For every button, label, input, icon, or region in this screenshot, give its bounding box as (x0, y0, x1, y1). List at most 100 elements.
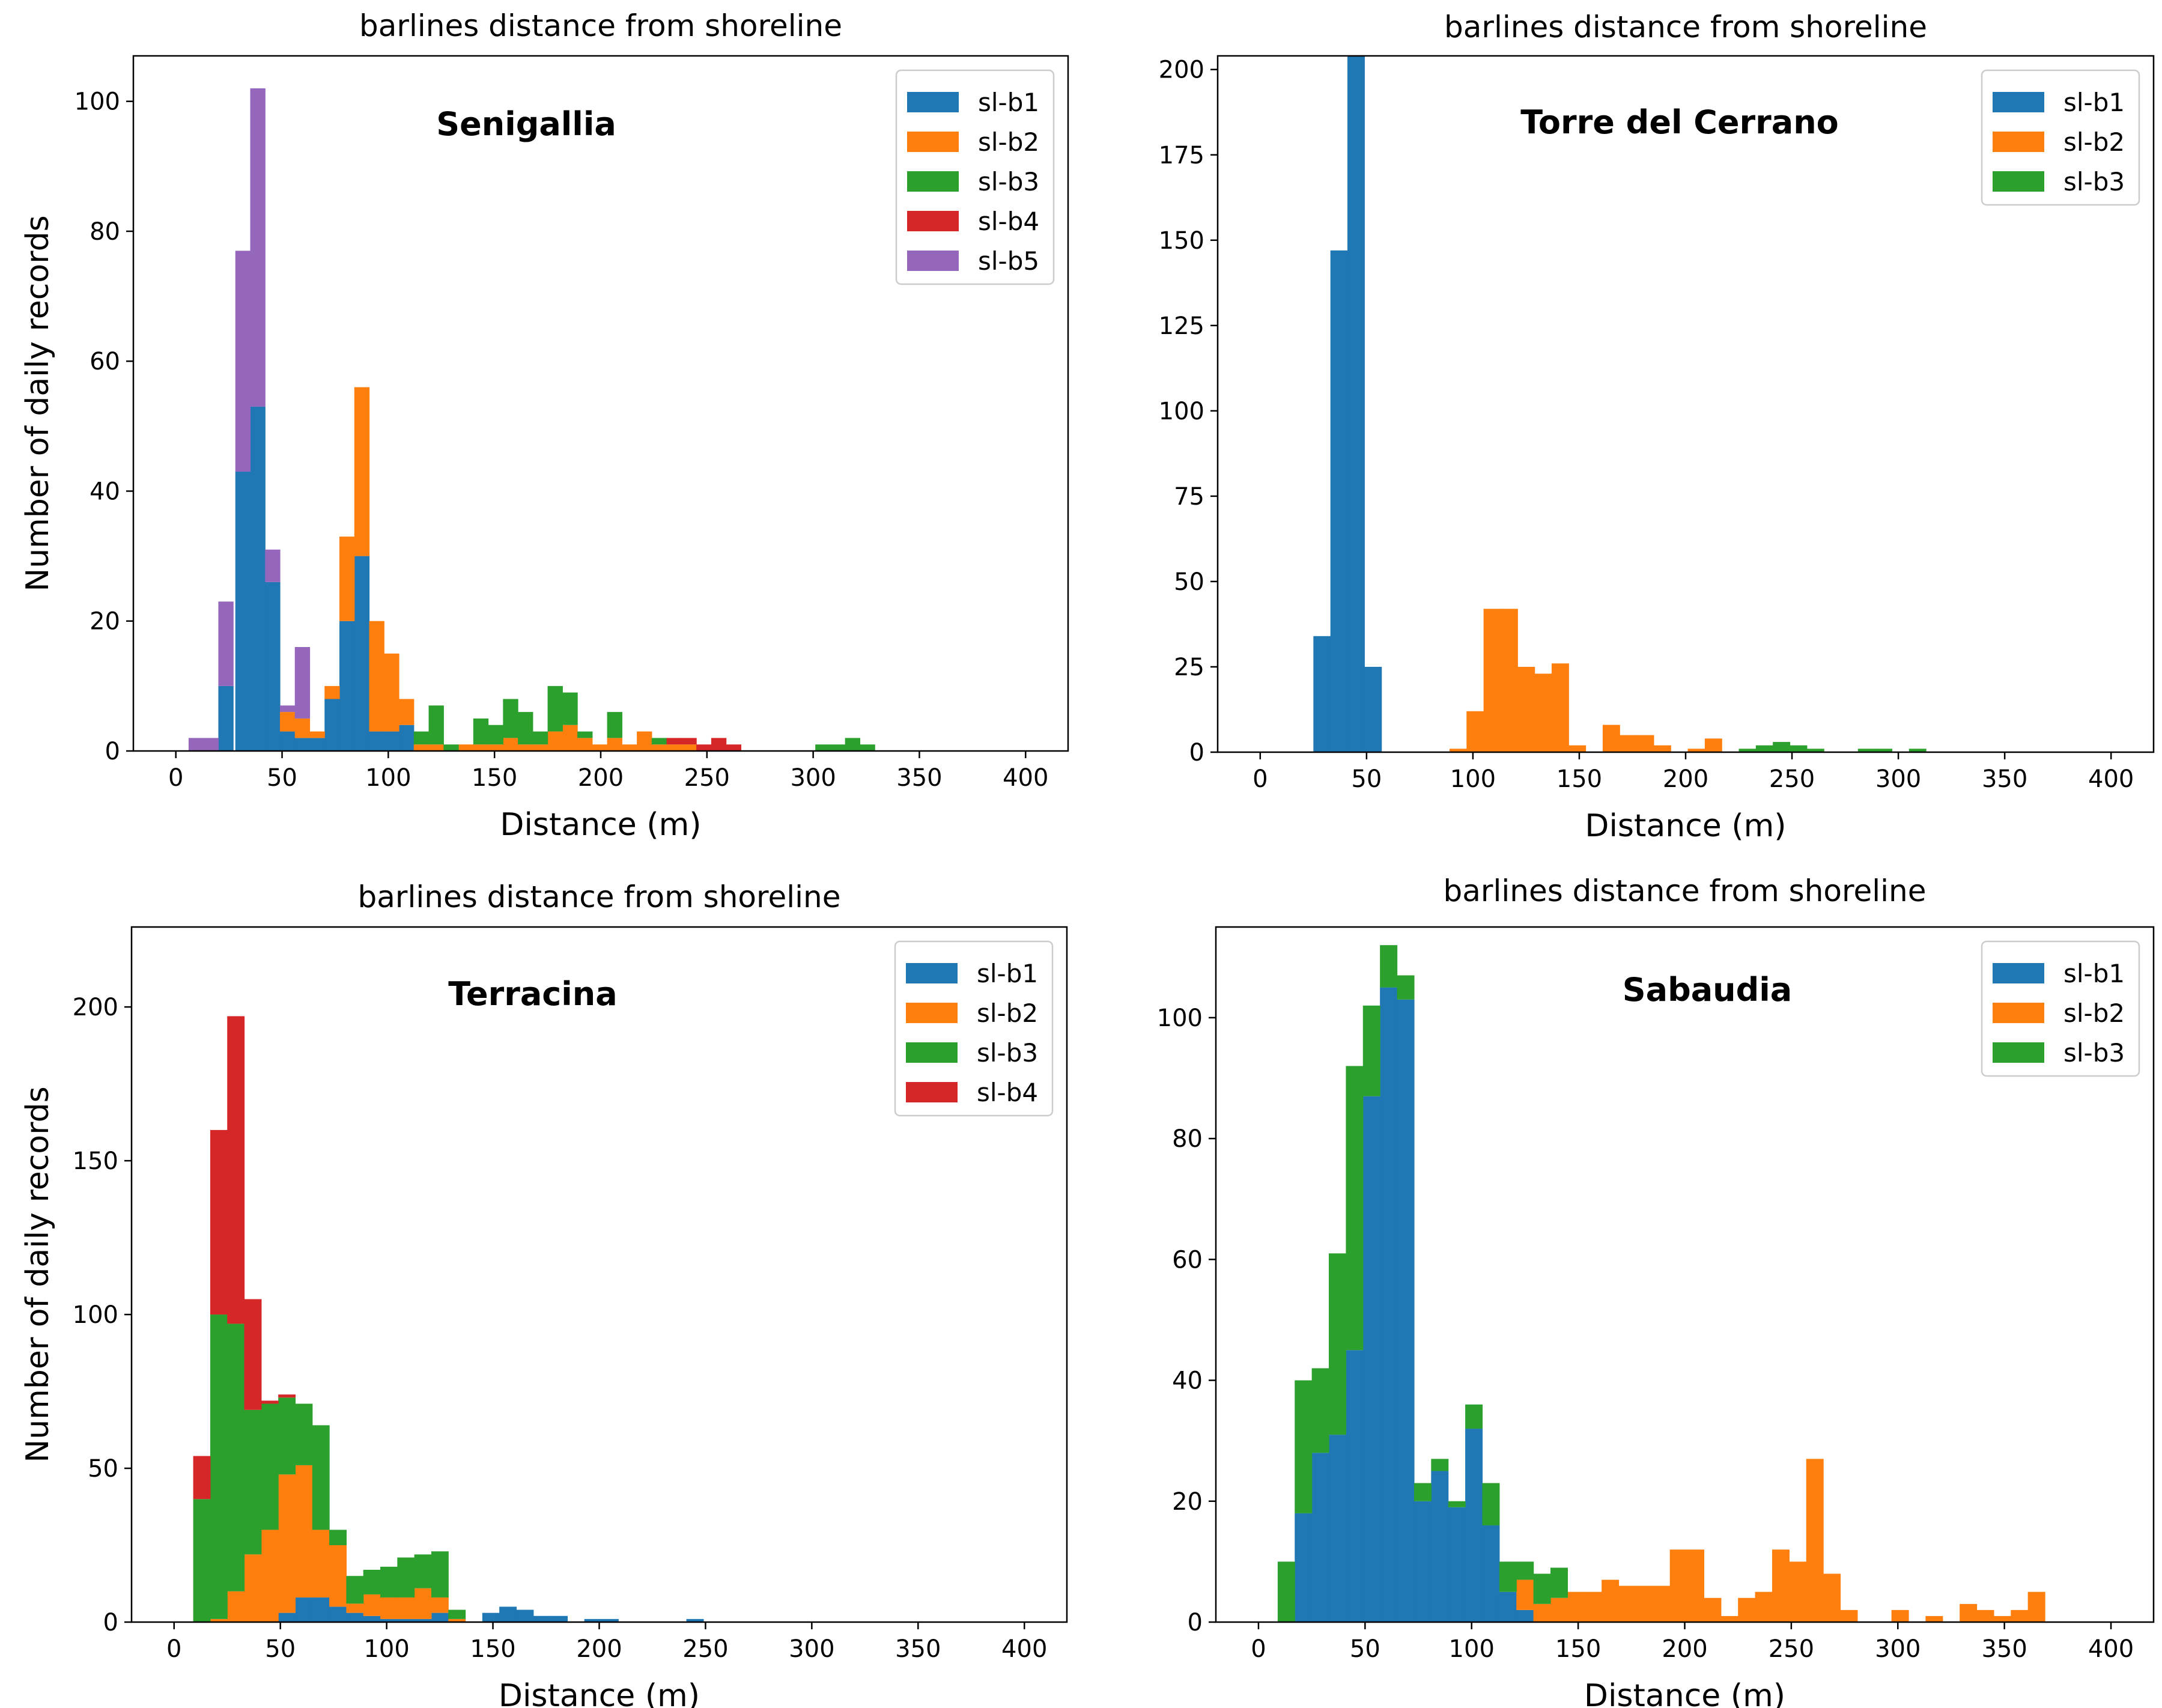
bar-sl-b3-25 (227, 1324, 245, 1591)
x-tick-label: 250 (1769, 765, 1815, 793)
bar-sl-b2-353 (2011, 1609, 2029, 1622)
legend: sl-b1 sl-b2 sl-b3 sl-b4 sl-b5 (895, 69, 1055, 285)
legend-label-sl-b3: sl-b3 (2063, 1038, 2125, 1068)
bar-sl-b1-153 (499, 1606, 517, 1622)
y-tick-label: 80 (90, 218, 120, 246)
legend-label-sl-b4: sl-b4 (978, 207, 1039, 236)
bar-sl-b2-217 (637, 731, 652, 751)
legend-swatch-sl-b3 (906, 1042, 958, 1063)
bar-sl-b1-177 (550, 1615, 568, 1622)
legend-swatch-sl-b4 (907, 211, 959, 231)
bar-sl-b2-41 (261, 1530, 279, 1622)
x-axis-label: Distance (m) (1585, 808, 1786, 844)
x-tick-label: 50 (267, 764, 297, 792)
legend-swatch-sl-b2 (1993, 132, 2044, 152)
bar-sl-b4-41 (261, 1400, 279, 1404)
bar-sl-b4-231 (666, 738, 682, 745)
bar-sl-b2-119 (428, 744, 444, 751)
site-annotation: Senigallia (436, 105, 616, 143)
bar-sl-b2-224 (651, 744, 667, 751)
bar-sl-b2-225 (1738, 1597, 1756, 1622)
bar-sl-b2-105 (399, 699, 414, 725)
bar-sl-b2-140 (473, 744, 489, 751)
bar-sl-b2-313 (1925, 1615, 1943, 1622)
chart-panel-1: 0 50 100 150 200 250 300 350 400 0 20 40 60 80 100 barl… (20, 8, 1069, 843)
y-tick-label: 100 (73, 1301, 118, 1329)
legend: sl-b1 sl-b2 sl-b3 sl-b4 (894, 940, 1054, 1117)
legend-label-sl-b4: sl-b4 (977, 1078, 1038, 1107)
x-tick-label: 300 (1875, 765, 1921, 793)
y-tick-label: 40 (1172, 1367, 1203, 1395)
legend-swatch-sl-b1 (1993, 963, 2044, 983)
bar-sl-b2-133 (458, 744, 474, 751)
legend-swatch-sl-b1 (1993, 92, 2044, 112)
bar-sl-b3-17 (1295, 1380, 1313, 1513)
bar-sl-b2-161 (1602, 725, 1620, 752)
bar-sl-b1-89 (363, 1615, 381, 1622)
bar-sl-b1-57 (1380, 987, 1398, 1622)
bar-sl-b2-81 (346, 1603, 364, 1613)
site-annotation: Sabaudia (1623, 971, 1792, 1009)
bar-sl-b3-129 (1533, 1573, 1551, 1604)
bar-sl-b1-105 (397, 1618, 415, 1622)
x-axis-label: Distance (m) (499, 1678, 700, 1708)
bar-sl-b3-57 (295, 1403, 313, 1465)
legend-swatch-sl-b5 (907, 251, 959, 271)
bar-sl-b1-41 (1347, 56, 1365, 752)
legend-swatch-sl-b2 (907, 132, 959, 152)
bar-sl-b2-175 (547, 731, 563, 751)
bar-sl-b3-97 (1465, 1404, 1483, 1429)
bar-sl-b2-129 (1534, 673, 1552, 752)
x-tick-label: 100 (365, 764, 411, 792)
x-tick-label: 350 (896, 764, 942, 792)
x-tick-label: 400 (1001, 1635, 1047, 1663)
bar-sl-b2-329 (1960, 1603, 1978, 1622)
bar-sl-b2-105 (397, 1597, 415, 1619)
bar-sl-b3-9 (1277, 1561, 1295, 1622)
bar-sl-b3-73 (1413, 1483, 1432, 1501)
bar-sl-b3-322 (860, 744, 875, 751)
legend-swatch-sl-b2 (1993, 1003, 2044, 1023)
bar-sl-b2-249 (1789, 1561, 1807, 1622)
x-tick-label: 250 (1769, 1635, 1814, 1663)
bar-sl-b3-154 (503, 699, 518, 738)
legend-swatch-sl-b3 (907, 171, 959, 192)
bar-sl-b3-203 (607, 712, 622, 738)
legend-swatch-sl-b4 (906, 1082, 958, 1102)
bar-sl-b1-77 (339, 621, 355, 751)
legend: sl-b1 sl-b2 sl-b3 (1981, 940, 2140, 1077)
chart-title: barlines distance from shoreline (358, 880, 841, 914)
bar-sl-b2-97 (1466, 711, 1484, 752)
x-tick-label: 100 (363, 1635, 409, 1663)
bar-sl-b3-305 (1908, 749, 1927, 752)
bar-sl-b1-73 (329, 1606, 347, 1622)
bar-sl-b2-169 (1618, 1585, 1636, 1622)
bar-sl-b5-49 (280, 705, 296, 713)
chart-title: barlines distance from shoreline (1444, 874, 1927, 908)
y-tick-label: 150 (1159, 227, 1204, 255)
bar-sl-b3-65 (1397, 975, 1415, 1000)
bar-sl-b2-161 (1602, 1579, 1620, 1622)
x-tick-label: 400 (1003, 764, 1048, 792)
y-tick-label: 50 (1174, 568, 1204, 596)
legend-label-sl-b3: sl-b3 (978, 167, 1039, 196)
legend-label-sl-b3: sl-b3 (977, 1038, 1038, 1068)
bar-sl-b1-201 (601, 1618, 619, 1622)
bar-sl-b4-259 (726, 744, 741, 751)
bar-sl-b1-35 (250, 406, 266, 751)
bar-sl-b2-185 (1653, 1585, 1671, 1622)
bar-sl-b2-297 (1891, 1609, 1909, 1622)
bar-sl-b2-345 (1993, 1615, 2011, 1622)
bar-sl-b1-41 (1346, 1350, 1364, 1622)
bar-sl-b1-121 (1516, 1609, 1534, 1622)
y-tick-label: 40 (90, 478, 120, 505)
y-tick-label: 20 (1172, 1488, 1203, 1516)
legend-swatch-sl-b1 (907, 92, 959, 112)
chart-panel-4: 0 50 100 150 200 250 300 350 400 0 20 40 60 80 100 barl… (1157, 874, 2155, 1708)
y-tick-label: 0 (1188, 1609, 1203, 1637)
bar-sl-b2-209 (1704, 738, 1722, 752)
bar-sl-b3-126 (443, 744, 459, 751)
legend-label-sl-b2: sl-b2 (2063, 127, 2125, 157)
bar-sl-b3-65 (312, 1425, 330, 1530)
legend-swatch-sl-b3 (1993, 171, 2044, 192)
